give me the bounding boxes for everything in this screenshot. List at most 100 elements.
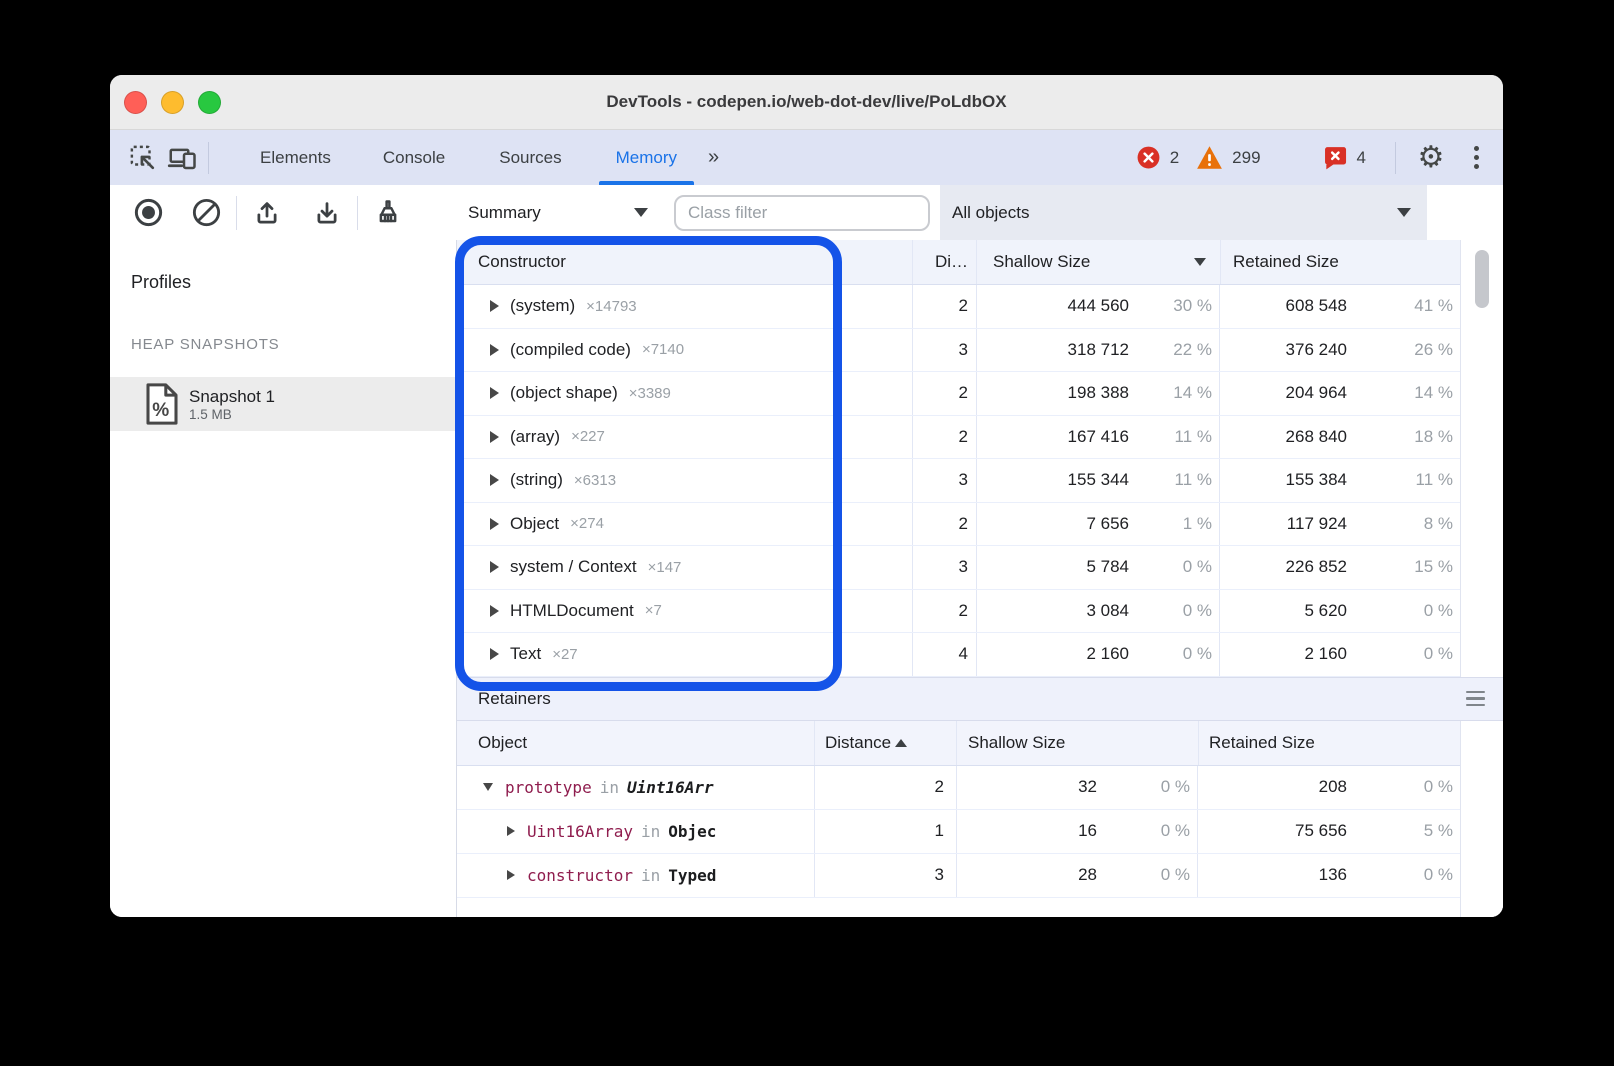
table-row[interactable]: (compiled code) ×7140 3 318 712 22 % 376 … — [457, 328, 1460, 372]
block-icon — [191, 197, 222, 228]
settings-button[interactable]: ⚙ — [1411, 138, 1451, 178]
expand-icon[interactable] — [507, 870, 515, 880]
profiles-heading: Profiles — [131, 272, 192, 292]
window-title: DevTools - codepen.io/web-dot-dev/live/P… — [606, 92, 1007, 111]
tab-memory[interactable]: Memory — [595, 130, 698, 185]
record-icon — [133, 197, 164, 228]
perspective-select-value: Summary — [468, 202, 541, 222]
upload-icon — [252, 198, 282, 228]
table-row[interactable]: system / Context ×147 3 5 784 0 % 226 852… — [457, 546, 1460, 590]
snapshot-size: 1.5 MB — [189, 406, 232, 422]
expand-icon[interactable] — [490, 648, 499, 661]
download-icon — [312, 198, 342, 228]
titlebar: DevTools - codepen.io/web-dot-dev/live/P… — [110, 75, 1503, 130]
divider — [357, 195, 358, 230]
collapse-icon[interactable] — [483, 783, 493, 791]
svg-text:%: % — [152, 400, 169, 421]
warning-count: 299 — [1232, 147, 1261, 167]
warning-icon[interactable] — [1196, 145, 1223, 170]
table-row[interactable]: constructor in Typed 3 28 0 % 136 0 % — [457, 853, 1460, 898]
more-tabs-button[interactable]: » — [708, 146, 722, 168]
column-header-shallow-size[interactable]: Shallow Size — [968, 732, 1066, 752]
traffic-lights — [124, 91, 221, 114]
table-row[interactable]: (array) ×227 2 167 416 11 % 268 840 18 % — [457, 415, 1460, 459]
expand-icon[interactable] — [490, 343, 499, 356]
expand-icon[interactable] — [490, 604, 499, 617]
heap-snapshots-heading: HEAP SNAPSHOTS — [131, 336, 280, 353]
inspect-element-button[interactable] — [122, 138, 162, 178]
vertical-scrollbar[interactable] — [1460, 240, 1503, 677]
close-window-button[interactable] — [124, 91, 147, 114]
expand-icon[interactable] — [490, 474, 499, 487]
perspective-select[interactable]: Summary — [468, 203, 648, 223]
column-header-object[interactable]: Object — [478, 732, 528, 752]
save-profile-button[interactable] — [307, 193, 347, 233]
broom-icon — [373, 198, 403, 228]
object-scope-value: All objects — [952, 202, 1030, 222]
scrollbar-thumb[interactable] — [1475, 250, 1489, 308]
sort-ascending-icon — [895, 738, 908, 747]
table-row[interactable]: prototype in Uint16Arr 2 32 0 % 208 0 % — [457, 765, 1460, 810]
heap-table-rows: (system) ×14793 2 444 560 30 % 608 548 41… — [457, 285, 1503, 677]
column-header-distance[interactable]: Distance — [814, 720, 957, 765]
sort-descending-icon — [1194, 258, 1206, 266]
devtools-window: DevTools - codepen.io/web-dot-dev/live/P… — [110, 75, 1503, 917]
heap-snapshot-file-icon: % — [144, 383, 180, 425]
maximize-window-button[interactable] — [198, 91, 221, 114]
column-header-constructor[interactable]: Constructor — [478, 252, 566, 271]
chevron-down-icon — [1397, 208, 1411, 217]
expand-icon[interactable] — [490, 300, 499, 313]
retainers-table-header: Object Distance Shallow Size Retained Si… — [457, 720, 1460, 766]
class-filter-input[interactable] — [674, 194, 930, 231]
more-options-button[interactable] — [1460, 146, 1493, 169]
table-row[interactable]: (object shape) ×3389 2 198 388 14 % 204 9… — [457, 372, 1460, 416]
tab-console[interactable]: Console — [382, 147, 446, 167]
column-header-distance[interactable]: Di… — [912, 240, 977, 284]
sidebar-item-snapshot-1[interactable]: % Snapshot 1 1.5 MB — [110, 377, 456, 431]
retainers-title: Retainers — [478, 688, 551, 708]
record-heap-button[interactable] — [128, 193, 168, 233]
error-count: 2 — [1169, 147, 1180, 167]
issue-count: 4 — [1356, 147, 1366, 167]
table-row[interactable]: Uint16Array in Objec 1 16 0 % 75 656 5 % — [457, 809, 1460, 854]
table-row[interactable]: HTMLDocument ×7 2 3 084 0 % 5 620 0 % — [457, 589, 1460, 633]
heap-table-header: Constructor Di… Shallow Size Retained Si… — [457, 240, 1460, 285]
vertical-scrollbar[interactable] — [1460, 720, 1503, 917]
device-toolbar-icon — [167, 143, 197, 173]
inspect-cursor-icon — [128, 143, 157, 172]
expand-icon[interactable] — [490, 517, 499, 530]
issues-icon[interactable] — [1322, 145, 1348, 171]
chevron-down-icon — [634, 208, 648, 217]
minimize-window-button[interactable] — [161, 91, 184, 114]
table-row[interactable]: (string) ×6313 3 155 344 11 % 155 384 11 … — [457, 459, 1460, 503]
object-scope-select[interactable]: All objects — [940, 185, 1427, 240]
device-toolbar-button[interactable] — [162, 138, 202, 178]
table-row[interactable]: Text ×27 4 2 160 0 % 2 160 0 % — [457, 633, 1460, 677]
status-badges: 2 299 4 ⚙ — [1136, 138, 1503, 178]
load-profile-button[interactable] — [247, 193, 287, 233]
error-icon[interactable] — [1136, 145, 1161, 170]
tab-sources[interactable]: Sources — [499, 147, 562, 167]
divider — [208, 141, 209, 174]
clear-profiles-button[interactable] — [186, 193, 226, 233]
snapshot-name: Snapshot 1 — [189, 386, 276, 406]
divider — [236, 195, 237, 230]
collect-garbage-button[interactable] — [368, 193, 408, 233]
expand-icon[interactable] — [490, 387, 499, 400]
memory-toolbar: Summary All objects — [110, 185, 1503, 240]
expand-icon[interactable] — [490, 561, 499, 574]
table-row[interactable]: (system) ×14793 2 444 560 30 % 608 548 41… — [457, 285, 1460, 329]
devtools-tabbar: Elements Console Sources Memory » 2 — [110, 130, 1503, 185]
expand-icon[interactable] — [490, 430, 499, 443]
hamburger-menu-icon[interactable] — [1466, 690, 1485, 707]
heap-snapshot-view: Constructor Di… Shallow Size Retained Si… — [457, 240, 1503, 917]
tab-elements[interactable]: Elements — [260, 147, 331, 167]
column-header-retained-size[interactable]: Retained Size — [1220, 240, 1460, 284]
expand-icon[interactable] — [507, 826, 515, 836]
column-header-retained-size[interactable]: Retained Size — [1198, 720, 1460, 765]
retainers-rows: prototype in Uint16Arr 2 32 0 % 208 0 % … — [457, 765, 1460, 898]
gear-icon: ⚙ — [1417, 139, 1445, 175]
table-row[interactable]: Object ×274 2 7 656 1 % 117 924 8 % — [457, 502, 1460, 546]
divider — [1395, 141, 1396, 174]
column-header-shallow-size[interactable]: Shallow Size — [977, 240, 1220, 284]
